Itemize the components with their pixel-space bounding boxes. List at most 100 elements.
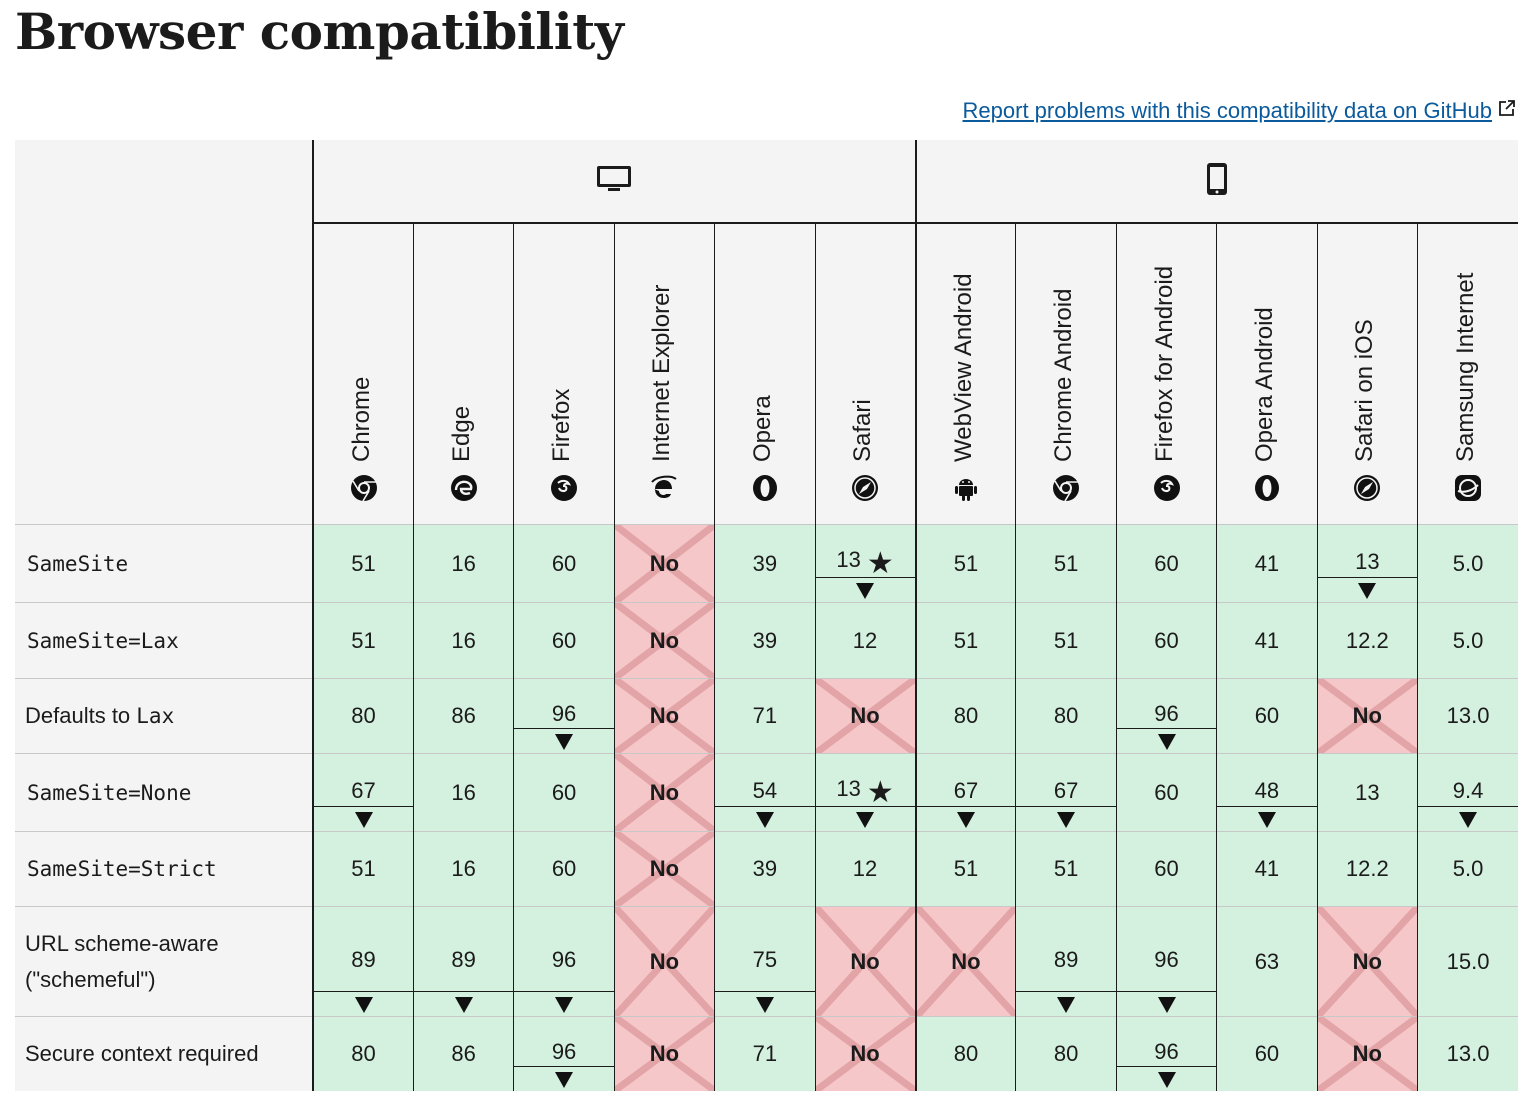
expand-arrow-icon[interactable]	[514, 728, 614, 753]
unsupported-cross-icon	[614, 679, 715, 753]
support-cell: 80	[1015, 678, 1117, 754]
expand-arrow-icon[interactable]	[815, 806, 915, 831]
support-cell: 71	[714, 678, 816, 754]
expand-arrow-icon[interactable]	[314, 806, 413, 831]
expand-arrow-icon[interactable]	[514, 1065, 614, 1091]
version-value: 41	[1254, 856, 1280, 881]
version-value: 86	[451, 1040, 476, 1066]
version-value: 80	[953, 703, 979, 728]
browser-name: WebView Android	[949, 273, 977, 462]
feature-name: SameSite=None	[27, 780, 192, 805]
support-cell: 12.2	[1316, 602, 1418, 679]
support-cell[interactable]: 48	[1216, 753, 1318, 832]
expand-arrow-icon[interactable]	[1418, 806, 1518, 831]
support-cell: No	[613, 831, 715, 907]
version-value: 12	[852, 856, 878, 881]
expand-arrow-icon[interactable]	[916, 806, 1016, 831]
support-cell: No	[613, 1016, 715, 1091]
version-value: No	[951, 948, 981, 974]
expand-arrow-icon[interactable]	[1317, 577, 1418, 602]
report-problems-link[interactable]: Report problems with this compatibility …	[962, 98, 1492, 123]
report-link-container: Report problems with this compatibility …	[963, 98, 1516, 124]
unsupported-cross-icon	[614, 754, 715, 831]
version-value: 60	[551, 779, 577, 805]
expand-arrow-icon[interactable]	[815, 577, 915, 602]
support-cell[interactable]: 67	[1015, 753, 1117, 832]
version-value: No	[649, 550, 680, 576]
support-cell: 51	[914, 831, 1016, 907]
version-value: 80	[351, 1040, 376, 1066]
expand-arrow-icon[interactable]	[1116, 991, 1217, 1016]
feature-label: SameSite	[15, 524, 315, 603]
support-cell[interactable]: 89	[412, 906, 514, 1017]
support-cell[interactable]: 75	[714, 906, 816, 1017]
version-value: 13.0	[1446, 703, 1490, 728]
expand-arrow-icon[interactable]	[413, 991, 514, 1016]
support-cell[interactable]: 96	[513, 1016, 615, 1091]
version-value: No	[1352, 1040, 1382, 1066]
support-cell[interactable]: 96	[513, 906, 615, 1017]
support-cell[interactable]: 67	[312, 753, 414, 832]
expand-arrow-icon[interactable]	[1016, 991, 1116, 1016]
support-cell[interactable]: 54	[714, 753, 816, 832]
version-value: 12.2	[1345, 856, 1389, 881]
browser-name: Samsung Internet	[1452, 272, 1480, 462]
expand-arrow-icon[interactable]	[514, 991, 614, 1016]
support-cell[interactable]: 9.4	[1417, 753, 1518, 832]
support-cell: 13.0	[1417, 678, 1518, 754]
version-value: 41	[1254, 550, 1280, 576]
expand-arrow-icon[interactable]	[1016, 806, 1116, 831]
expand-arrow-icon[interactable]	[715, 991, 815, 1016]
support-cell: No	[613, 602, 715, 679]
expand-arrow-icon[interactable]	[715, 806, 815, 831]
support-cell[interactable]: 13	[1316, 524, 1418, 603]
support-cell: 12	[814, 831, 916, 907]
version-value: No	[850, 948, 880, 974]
version-value: 80	[1053, 703, 1079, 728]
desktop-icon	[597, 165, 632, 191]
browser-header-firefox-for-android: Firefox for Android	[1115, 223, 1217, 525]
browser-name: Firefox	[548, 388, 576, 462]
expand-arrow-icon[interactable]	[1116, 1065, 1217, 1091]
edge-icon	[450, 474, 478, 502]
support-cell[interactable]: 96	[1115, 678, 1217, 754]
version-value: 63	[1254, 948, 1280, 974]
support-cell: 86	[412, 678, 514, 754]
support-cell[interactable]: 96	[1115, 1016, 1217, 1091]
browser-header-webview-android: WebView Android	[914, 223, 1016, 525]
version-value: 71	[752, 703, 778, 728]
unsupported-cross-icon	[614, 1017, 715, 1091]
expand-arrow-icon[interactable]	[1116, 728, 1217, 753]
support-cell: 60	[1115, 602, 1217, 679]
browser-header-chrome: Chrome	[312, 223, 414, 525]
unsupported-cross-icon	[815, 907, 915, 1016]
version-value: 80	[351, 703, 376, 728]
support-cell: 51	[1015, 524, 1117, 603]
support-cell: 60	[1216, 678, 1318, 754]
support-cell[interactable]: 96	[1115, 906, 1217, 1017]
support-cell[interactable]: 89	[1015, 906, 1117, 1017]
support-cell: 51	[312, 602, 414, 679]
unsupported-cross-icon	[614, 907, 715, 1016]
support-cell: 5.0	[1417, 524, 1518, 603]
expand-arrow-icon[interactable]	[1217, 806, 1317, 831]
version-value: 51	[953, 550, 979, 576]
table-row: SameSite=Strict 51 16 60 No 39 12 51 51 60 41 12.2 5…	[15, 831, 1518, 907]
support-cell: 51	[914, 524, 1016, 603]
version-value: 75	[752, 946, 778, 972]
support-cell[interactable]: 96	[513, 678, 615, 754]
opera-icon	[751, 474, 779, 502]
note-star-icon: ★	[866, 546, 894, 580]
support-cell[interactable]: 13 ★	[814, 753, 916, 832]
version-value: 96	[1154, 946, 1179, 972]
version-value: 96	[551, 1038, 577, 1064]
expand-arrow-icon[interactable]	[314, 991, 413, 1016]
support-cell: 5.0	[1417, 831, 1518, 907]
version-value: 80	[1053, 1040, 1079, 1066]
support-cell[interactable]: 89	[312, 906, 414, 1017]
support-cell: 80	[914, 678, 1016, 754]
version-value: 89	[1053, 946, 1079, 972]
note-star-icon: ★	[866, 775, 894, 809]
support-cell[interactable]: 13 ★	[814, 524, 916, 603]
support-cell[interactable]: 67	[914, 753, 1016, 832]
